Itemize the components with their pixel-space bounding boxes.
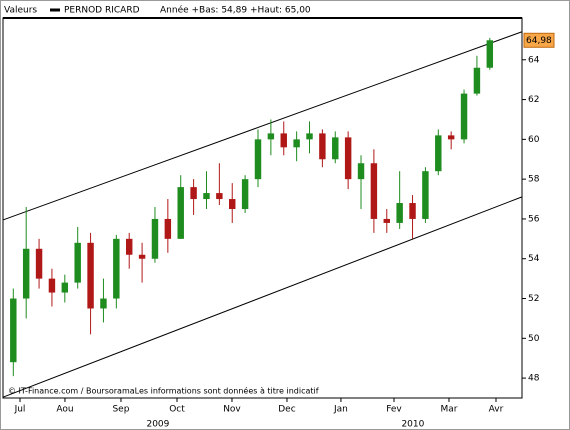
x-tick-label: Jan [333, 405, 348, 415]
x-tick-label: Fev [386, 405, 402, 415]
x-tick-label: Oct [169, 405, 185, 415]
x-tick-label: Sep [112, 405, 129, 415]
candle-body [267, 133, 275, 140]
candle-body [435, 135, 442, 172]
candle-body [241, 179, 249, 209]
candle-body [229, 199, 236, 209]
footer: © IT-Finance.com / BoursoramaLes informa… [8, 386, 319, 396]
y-tick-label: 54 [528, 254, 540, 264]
candle-body [447, 135, 455, 140]
y-tick-label: 52 [528, 294, 539, 304]
year-label: 2010 [401, 420, 424, 430]
last-price-box [523, 32, 555, 48]
candle-body [100, 298, 107, 309]
candle-body [87, 242, 94, 309]
candle-body [486, 40, 494, 68]
candle-body [422, 171, 429, 219]
candle-body [357, 163, 365, 180]
candle-body [306, 133, 313, 140]
candle-body [10, 298, 17, 363]
candle-body [344, 137, 352, 180]
y-tick-label: 60 [528, 135, 540, 145]
y-tick-label: 50 [528, 334, 540, 344]
y-tick-label: 56 [528, 214, 540, 224]
candle-body [190, 187, 197, 200]
candle-body [254, 139, 262, 180]
candle-body [22, 248, 30, 299]
x-tick-label: Aou [56, 405, 73, 415]
x-tick-label: Jul [14, 405, 26, 415]
candle-body [460, 93, 468, 140]
x-tick-label: Avr [489, 405, 504, 415]
header-label: Valeurs [4, 6, 37, 16]
candle-body [138, 254, 146, 259]
candle-body [203, 193, 210, 200]
header-info: Année +Bas: 54,89 +Haut: 65,00 [160, 5, 311, 16]
candle-body [396, 203, 403, 223]
candle-body [164, 218, 172, 239]
y-tick-label: 64 [528, 55, 540, 65]
candle-body [48, 278, 56, 293]
candle-body [125, 238, 133, 255]
x-tick-label: Nov [223, 405, 241, 415]
y-tick-label: 62 [528, 95, 539, 105]
candle-body [74, 242, 81, 283]
candle-body [177, 187, 184, 239]
legend-entry: PERNOD RICARD [64, 6, 140, 16]
trendline [2, 31, 523, 221]
year-label: 2009 [146, 420, 169, 430]
x-tick-label: Dec [278, 405, 295, 415]
candle-body [332, 137, 339, 160]
candle-body [113, 238, 120, 299]
candle-body [319, 133, 326, 160]
plot-area [2, 17, 523, 399]
candle-body [383, 218, 390, 223]
last-price-label: 64,98 [526, 36, 552, 46]
candle-body [216, 193, 223, 200]
candle-body [151, 218, 159, 259]
y-tick-label: 48 [528, 374, 540, 384]
candle-body [61, 282, 69, 293]
candle-body [370, 163, 378, 219]
candle-body [280, 133, 287, 148]
candle-body [35, 248, 43, 279]
candle-body [293, 139, 300, 148]
trendline [2, 196, 523, 398]
candle-body [473, 67, 481, 94]
candle-body [409, 203, 416, 219]
x-tick-label: Mar [440, 405, 457, 415]
y-tick-label: 58 [528, 175, 540, 185]
